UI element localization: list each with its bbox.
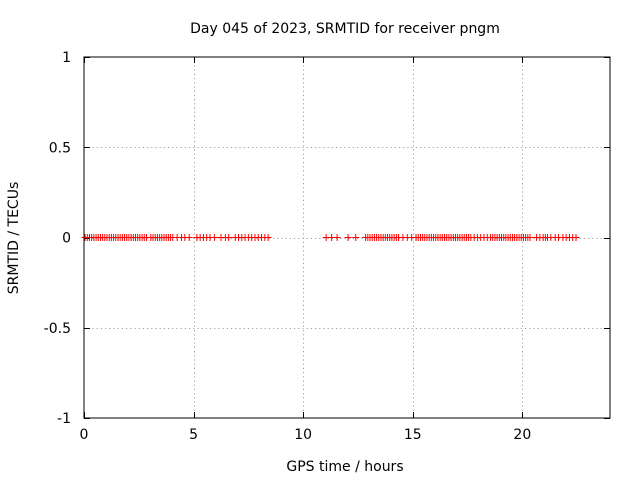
y-tick-label: 1 — [62, 50, 71, 66]
y-tick-label: 0.5 — [49, 140, 71, 156]
data-point — [264, 234, 272, 241]
data-point — [344, 234, 352, 241]
data-point — [572, 234, 580, 241]
x-tick-label: 5 — [189, 427, 198, 443]
y-tick-label: -1 — [57, 411, 71, 427]
tick-labels: 0 5 10 15 20 1 0.5 0 -0.5 -1 — [44, 50, 532, 443]
x-tick-label: 0 — [80, 427, 89, 443]
x-tick-label: 20 — [513, 427, 531, 443]
plot-frame — [83, 56, 611, 419]
data-point — [333, 234, 341, 241]
x-tick-label: 10 — [294, 427, 312, 443]
data-point — [225, 234, 233, 241]
y-tick-label: 0 — [62, 231, 71, 247]
data-point — [526, 234, 534, 241]
y-tick-label: -0.5 — [44, 321, 71, 337]
chart-title: Day 045 of 2023, SRMTID for receiver png… — [190, 21, 500, 37]
data-point — [352, 234, 360, 241]
x-axis-label: GPS time / hours — [286, 459, 403, 475]
data-points — [81, 234, 580, 241]
data-point — [185, 234, 193, 241]
x-tick-label: 15 — [404, 427, 422, 443]
data-point — [210, 234, 218, 241]
y-axis-label: SRMTID / TECUs — [6, 182, 22, 295]
